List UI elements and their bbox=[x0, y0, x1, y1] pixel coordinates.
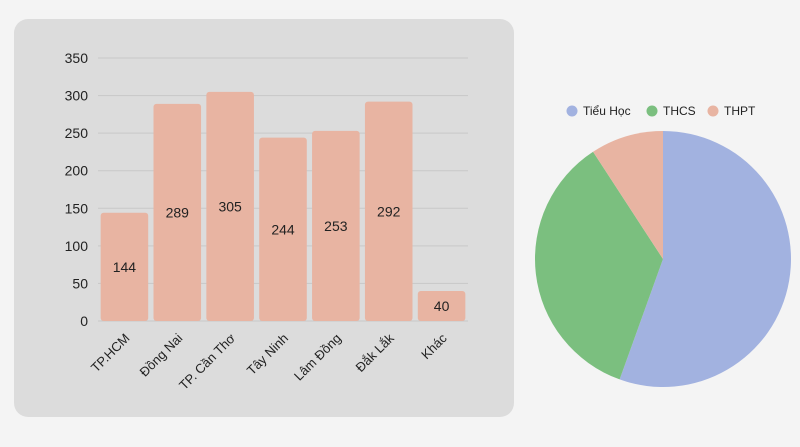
legend-item: THCS bbox=[646, 104, 696, 118]
bar-value-label: 289 bbox=[166, 204, 190, 220]
legend-swatch-icon bbox=[646, 105, 658, 117]
bar-rect bbox=[417, 290, 466, 321]
pie-slices bbox=[535, 131, 791, 387]
bar: 305 bbox=[206, 91, 254, 321]
y-axis-ticks: 0 50 100 150 200 250 300 350 bbox=[65, 50, 89, 329]
pie-chart-card: Tiểu Học THCS THPT bbox=[520, 0, 800, 442]
bars: 144 289 305 244 253 292 40 bbox=[100, 91, 466, 321]
bar-rect bbox=[206, 91, 254, 321]
x-tick-label: Đồng Nai bbox=[136, 330, 185, 379]
bar: 289 bbox=[153, 103, 202, 321]
x-tick-label: Tây Ninh bbox=[244, 331, 291, 378]
bar-value-label: 253 bbox=[324, 218, 348, 234]
legend-item: Tiểu Học bbox=[566, 104, 631, 118]
legend-label: THCS bbox=[663, 104, 696, 118]
pie-legend: Tiểu Học THCS THPT bbox=[566, 104, 756, 118]
x-tick-label: TP.HCM bbox=[88, 331, 133, 376]
y-tick-label: 0 bbox=[80, 313, 88, 329]
pie-slice bbox=[535, 151, 663, 380]
y-tick-label: 300 bbox=[65, 88, 89, 104]
x-tick-label: Lâm Đồng bbox=[291, 331, 344, 384]
y-tick-label: 150 bbox=[65, 200, 89, 216]
bar-rect bbox=[312, 130, 360, 321]
y-tick-label: 200 bbox=[65, 163, 89, 179]
bar-chart: 0 50 100 150 200 250 300 350 144 289 305 244 253 292… bbox=[65, 50, 468, 393]
bar-rect bbox=[153, 103, 202, 321]
bar-chart-card: 0 50 100 150 200 250 300 350 144 289 305 244 253 292… bbox=[14, 19, 514, 417]
bar-value-label: 292 bbox=[377, 203, 401, 219]
legend-item: THPT bbox=[707, 104, 756, 118]
bar-rect bbox=[100, 212, 149, 321]
bar-value-label: 244 bbox=[271, 221, 295, 237]
legend-label: Tiểu Học bbox=[583, 104, 631, 118]
bar-value-label: 144 bbox=[113, 259, 137, 275]
x-tick-label: TP. Cần Thơ bbox=[176, 330, 239, 393]
bar-value-label: 40 bbox=[434, 298, 450, 314]
bar-rect bbox=[364, 101, 413, 321]
legend-swatch-icon bbox=[566, 105, 578, 117]
bar-rect bbox=[259, 137, 307, 321]
y-tick-label: 250 bbox=[65, 125, 89, 141]
bar: 244 bbox=[259, 137, 307, 321]
x-tick-label: Khác bbox=[418, 330, 450, 362]
y-tick-label: 100 bbox=[65, 238, 89, 254]
pie-slice bbox=[593, 131, 663, 259]
bar-value-label: 305 bbox=[218, 198, 242, 214]
legend-label: THPT bbox=[724, 104, 756, 118]
x-tick-label: Đắk Lắk bbox=[352, 330, 397, 375]
bar: 253 bbox=[312, 130, 360, 321]
bar: 144 bbox=[100, 212, 149, 321]
bar: 40 bbox=[417, 290, 466, 321]
legend-swatch-icon bbox=[707, 105, 719, 117]
bar: 292 bbox=[364, 101, 413, 321]
y-tick-label: 50 bbox=[72, 275, 88, 291]
pie-slice bbox=[619, 131, 791, 387]
pie-chart: Tiểu Học THCS THPT bbox=[535, 104, 791, 387]
y-tick-label: 350 bbox=[65, 50, 89, 66]
